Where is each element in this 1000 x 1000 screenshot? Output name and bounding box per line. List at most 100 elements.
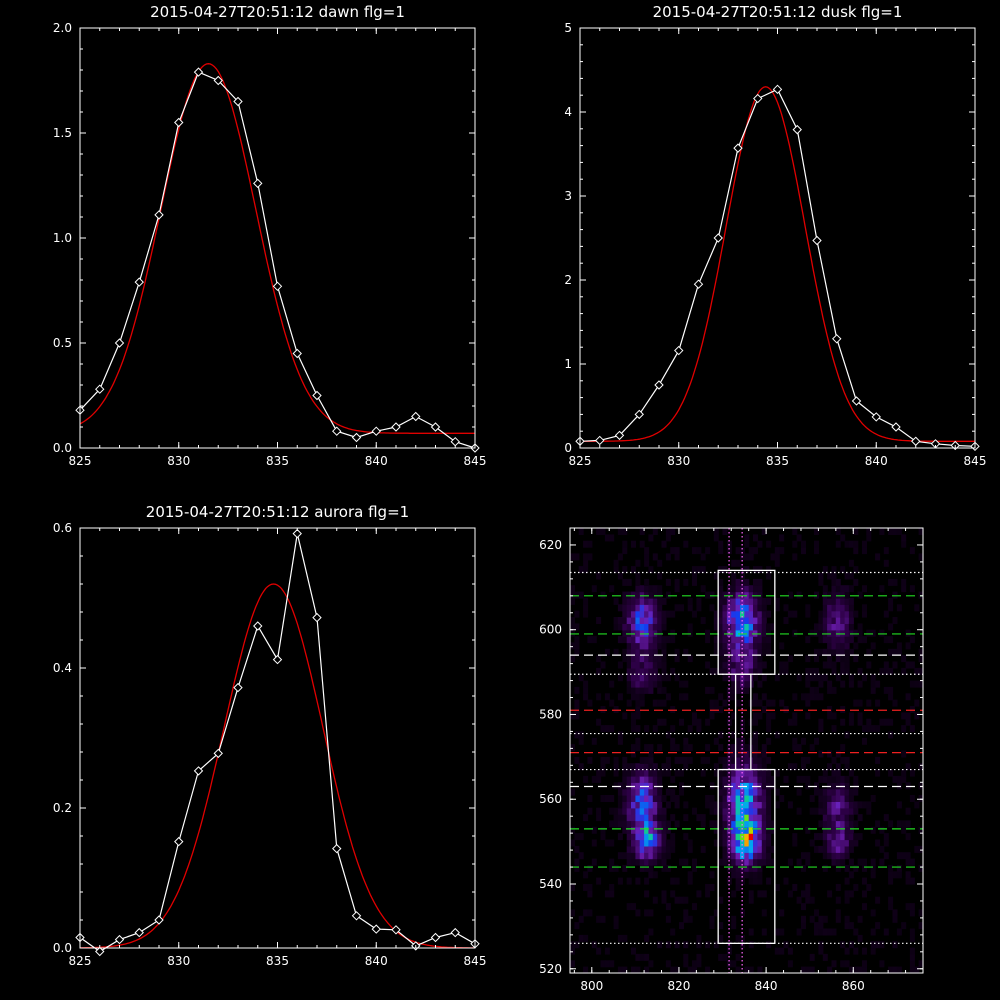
heatmap-cell	[674, 648, 680, 656]
heatmap-cell	[657, 782, 663, 790]
heatmap-cell	[840, 642, 846, 650]
heatmap-cell	[774, 801, 780, 809]
heatmap-cell	[844, 636, 850, 644]
heatmap-cell	[600, 661, 606, 669]
heatmap-cell	[888, 528, 894, 535]
heatmap-cell	[674, 547, 680, 555]
heatmap-cell	[609, 839, 615, 847]
heatmap-cell	[831, 769, 837, 777]
heatmap-cell	[744, 623, 750, 631]
heatmap-cell	[626, 877, 632, 885]
heatmap-cell	[809, 807, 815, 815]
heatmap-cell	[713, 941, 719, 949]
heatmap-cell	[870, 826, 876, 834]
heatmap-cell	[722, 845, 728, 853]
heatmap-cell	[631, 750, 636, 758]
data-point	[154, 210, 164, 220]
heatmap-cell	[657, 858, 663, 866]
heatmap-cell	[613, 820, 619, 828]
heatmap-cell	[870, 947, 876, 955]
heatmap-cell	[805, 756, 811, 764]
heatmap-cell	[761, 807, 767, 815]
data-point	[430, 932, 441, 943]
heatmap-cell	[726, 820, 732, 828]
heatmap-cell	[757, 839, 763, 847]
data-point	[292, 348, 302, 359]
heatmap-cell	[792, 833, 798, 841]
heatmap-cell	[888, 636, 894, 644]
heatmap-cell	[635, 725, 641, 733]
data-point	[450, 927, 460, 938]
heatmap-cell	[735, 604, 741, 612]
heatmap-cell	[774, 947, 780, 955]
y-tick-label: 0.0	[53, 941, 72, 955]
heatmap-cell	[848, 814, 854, 822]
heatmap-cell	[901, 750, 907, 758]
heatmap-cell	[622, 623, 628, 631]
heatmap-cell	[827, 820, 833, 828]
heatmap-cell	[761, 852, 767, 860]
heatmap-cell	[570, 712, 575, 720]
x-tick-label: 840	[365, 954, 388, 968]
data-point	[871, 412, 881, 422]
y-tick-label: 0.0	[53, 441, 72, 455]
heatmap-cell	[718, 953, 724, 961]
heatmap-cell	[639, 756, 645, 764]
y-tick-label: 520	[539, 962, 562, 976]
heatmap-cell	[840, 636, 846, 644]
heatmap-cell	[692, 578, 697, 586]
heatmap-cell	[644, 725, 650, 733]
heatmap-cell	[718, 820, 724, 828]
x-tick-label: 845	[464, 454, 487, 468]
heatmap-cell	[840, 655, 846, 663]
heatmap-cell	[857, 623, 863, 631]
heatmap-cell	[648, 795, 654, 802]
heatmap-cell	[613, 623, 619, 631]
heatmap-cell	[748, 928, 754, 936]
heatmap-cell	[774, 928, 780, 936]
heatmap-cell	[570, 744, 575, 752]
heatmap-cell	[644, 833, 650, 841]
heatmap-cell	[709, 591, 715, 599]
heatmap-cell	[753, 712, 758, 720]
heatmap-cell	[635, 966, 641, 973]
heatmap-cell	[809, 795, 815, 802]
heatmap-cell	[639, 775, 645, 783]
heatmap-cell	[570, 941, 575, 949]
heatmap-cell	[635, 667, 641, 675]
heatmap-cell	[626, 814, 632, 822]
heatmap-cell	[657, 591, 663, 599]
heatmap-cell	[665, 903, 671, 911]
y-tick-label: 0.6	[53, 521, 72, 535]
heatmap-cell	[909, 680, 915, 688]
heatmap-cell	[648, 928, 654, 936]
heatmap-cell	[644, 877, 650, 885]
heatmap-cell	[801, 903, 806, 911]
heatmap-cell	[687, 877, 693, 885]
y-tick-label: 4	[564, 105, 572, 119]
heatmap-cell	[635, 585, 641, 593]
heatmap-cell	[844, 947, 850, 955]
heatmap-cell	[744, 775, 750, 783]
heatmap-cell	[744, 597, 750, 605]
heatmap-cell	[644, 744, 650, 752]
heatmap-cell	[622, 629, 628, 637]
heatmap-cell	[753, 871, 758, 879]
heatmap-cell	[574, 610, 580, 618]
heatmap-cell	[683, 737, 689, 745]
data-point	[832, 334, 842, 344]
heatmap-cell	[639, 604, 645, 612]
heatmap-cell	[665, 693, 671, 701]
heatmap-cell	[735, 775, 741, 783]
heatmap-cell	[840, 648, 846, 656]
heatmap-cell	[718, 858, 724, 866]
heatmap-cell	[726, 814, 732, 822]
data-point	[351, 911, 362, 921]
heatmap-cell	[783, 617, 789, 624]
heatmap-cell	[814, 591, 819, 599]
heatmap-cell	[827, 795, 833, 802]
heatmap-cell	[870, 864, 876, 872]
heatmap-cell	[822, 928, 828, 936]
heatmap-cell	[853, 864, 859, 872]
heatmap-cell	[862, 966, 867, 973]
